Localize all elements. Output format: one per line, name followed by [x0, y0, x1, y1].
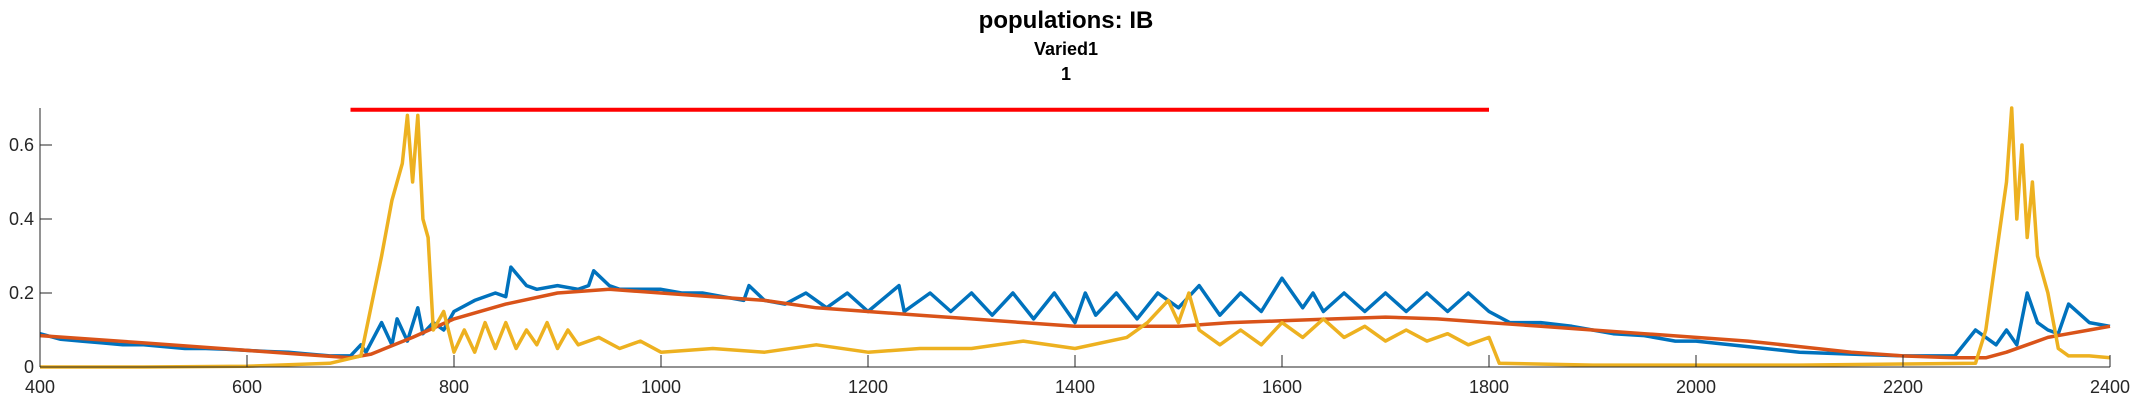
x-tick-label-4: 1200: [848, 377, 888, 397]
y-tick-label-2: 0.4: [9, 209, 34, 229]
chart-subtitle-2: 1: [1061, 64, 1071, 84]
plot-area: 400 600 800 1000 1200 1400 1600 1800 2000 2200 240…: [9, 106, 2130, 397]
x-tick-label-10: 2400: [2090, 377, 2130, 397]
x-tick-label-7: 1800: [1469, 377, 1509, 397]
x-tick-label-5: 1400: [1055, 377, 1095, 397]
series-line-3: [40, 106, 2111, 369]
y-ticks: 0 0.2 0.4 0.6: [9, 135, 52, 377]
x-tick-label-9: 2200: [1883, 377, 1923, 397]
series-group: [39, 106, 2111, 369]
axes: [39, 108, 2110, 368]
chart-title: populations: IB: [979, 7, 1154, 34]
x-tick-label-3: 1000: [641, 377, 681, 397]
x-tick-label-6: 1600: [1262, 377, 1302, 397]
x-ticks: 400 600 800 1000 1200 1400 1600 1800 2000 2200 240…: [25, 355, 2130, 397]
x-tick-label-0: 400: [25, 377, 55, 397]
y-tick-label-3: 0.6: [9, 135, 34, 155]
y-tick-label-1: 0.2: [9, 283, 34, 303]
series-line-2: [39, 287, 2111, 360]
x-tick-label-1: 600: [232, 377, 262, 397]
x-tick-label-2: 800: [439, 377, 469, 397]
series-line-1: [39, 265, 2111, 358]
x-tick-label-8: 2000: [1676, 377, 1716, 397]
y-tick-label-0: 0: [24, 357, 34, 377]
chart-subtitle-1: Varied1: [1034, 39, 1098, 59]
